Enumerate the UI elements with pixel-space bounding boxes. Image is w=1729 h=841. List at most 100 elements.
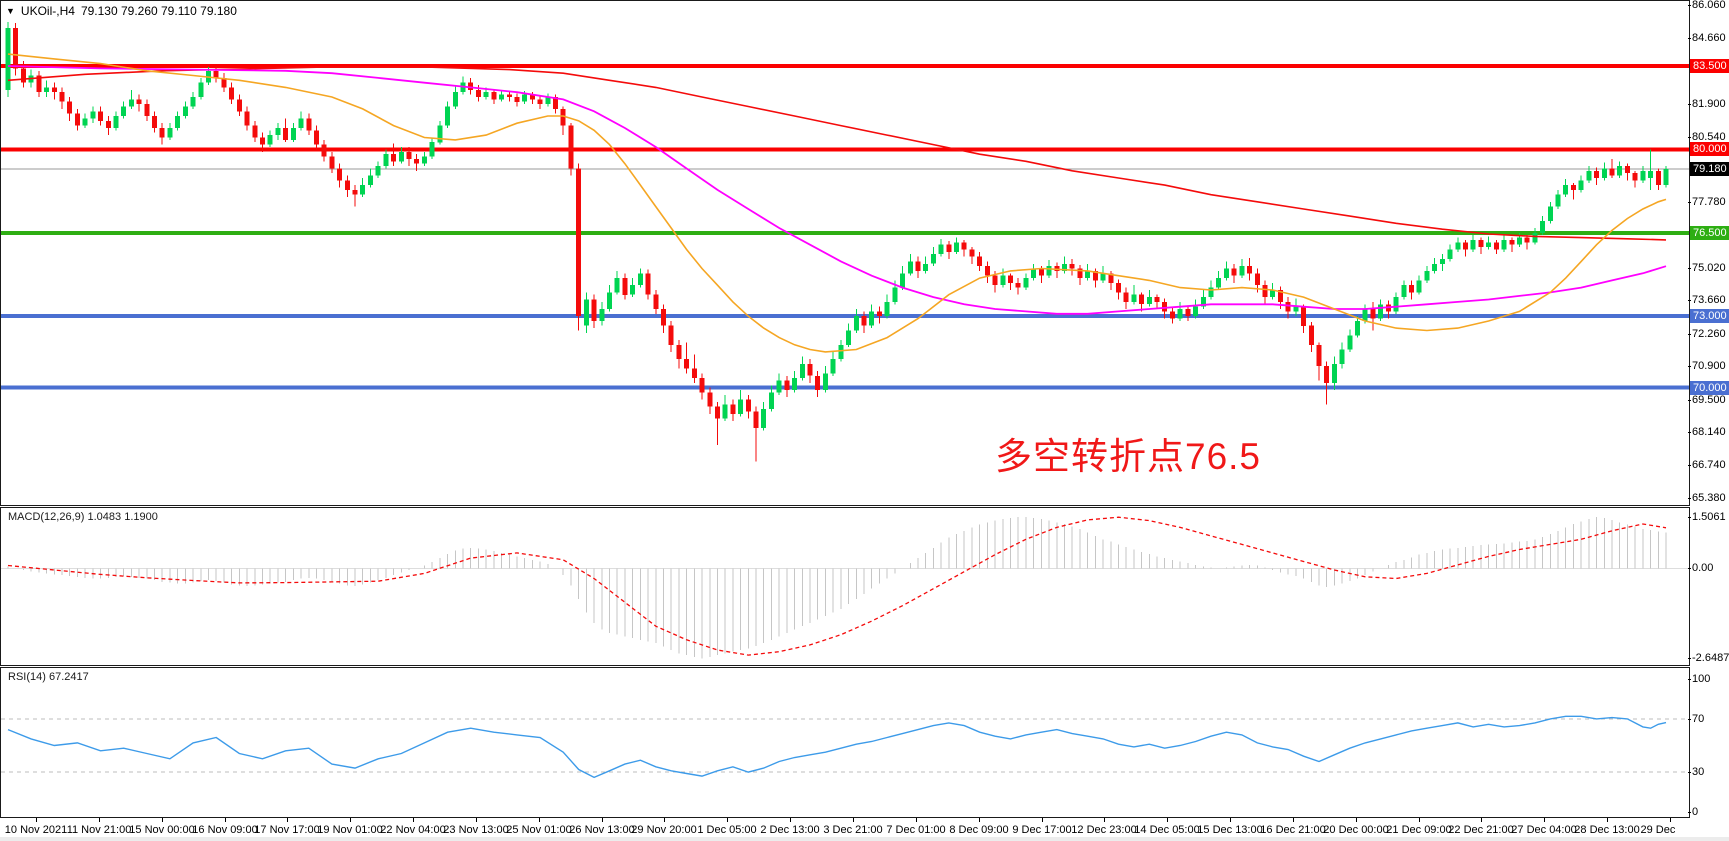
macd-label: MACD(12,26,9) xyxy=(8,511,85,523)
rsi-tick-0: 0 xyxy=(1687,806,1699,818)
time-tick-label: 23 Nov 13:00 xyxy=(443,824,509,836)
time-tick-label: 1 Dec 05:00 xyxy=(697,824,757,836)
price-tick-81.900: 81.900 xyxy=(1688,98,1726,110)
rsi-value: 67.2417 xyxy=(48,671,89,683)
ma-red-line xyxy=(7,66,1667,241)
time-tick-label: 16 Nov 09:00 xyxy=(192,824,258,836)
time-tick-label: 10 Nov 2021 xyxy=(4,824,68,836)
rsi-tick-70: 70 xyxy=(1687,713,1705,725)
time-tick-mark xyxy=(476,818,477,822)
macd-value-main: 1.0483 xyxy=(87,511,122,523)
time-tick-label: 7 Dec 01:00 xyxy=(886,824,946,836)
price-axis[interactable]: 86.060 84.660 81.900 80.540 77.780 75.020 73.6… xyxy=(1687,0,1729,818)
price-tick-66.740: 66.740 xyxy=(1688,459,1726,471)
time-axis[interactable]: 10 Nov 2021 11 Nov 21:00 15 Nov 00:00 16 No… xyxy=(0,818,1729,841)
time-tick-label: 3 Dec 21:00 xyxy=(823,824,883,836)
time-tick-mark xyxy=(287,818,288,822)
time-tick-label: 29 Nov 20:00 xyxy=(631,824,697,836)
price-badge-73.000: 73.000 xyxy=(1690,309,1729,323)
ma-magenta-line xyxy=(7,65,1667,315)
time-tick-mark xyxy=(790,818,791,822)
price-badge-70.000: 70.000 xyxy=(1690,381,1729,395)
annotation-text[interactable]: 多空转折点76.5 xyxy=(995,436,1262,477)
time-tick-label: 11 Nov 21:00 xyxy=(66,824,132,836)
time-tick-label: 12 Dec 23:00 xyxy=(1071,824,1137,836)
time-tick-mark xyxy=(36,818,37,822)
bottom-strip xyxy=(0,837,1729,841)
chart-title: ▼ UKOil-,H4 79.130 79.260 79.110 79.180 xyxy=(6,4,237,18)
time-tick-mark xyxy=(99,818,100,822)
main-panel-frame xyxy=(0,0,1690,506)
price-tick-77.780: 77.780 xyxy=(1688,196,1726,208)
price-tick-72.260: 72.260 xyxy=(1688,328,1726,340)
macd-tick--2.6487: -2.6487 xyxy=(1687,652,1729,664)
rsi-tick-100: 100 xyxy=(1687,673,1711,685)
time-tick-label: 22 Nov 04:00 xyxy=(380,824,446,836)
time-tick-label: 28 Dec 13:00 xyxy=(1574,824,1640,836)
time-tick-label: 14 Dec 05:00 xyxy=(1134,824,1200,836)
price-tick-84.660: 84.660 xyxy=(1688,32,1726,44)
rsi-indicator-label: RSI(14) 67.2417 xyxy=(8,671,89,683)
time-tick-mark xyxy=(1042,818,1043,822)
price-tick-65.380: 65.380 xyxy=(1688,492,1726,504)
chart-canvas[interactable] xyxy=(0,0,1690,818)
chart-title-symbol: UKOil-,H4 xyxy=(20,4,75,18)
ma-orange-line xyxy=(7,53,1667,353)
macd-histogram xyxy=(7,517,1667,659)
time-tick-mark xyxy=(413,818,414,822)
time-tick-mark xyxy=(225,818,226,822)
time-tick-label: 15 Nov 00:00 xyxy=(129,824,195,836)
time-tick-mark xyxy=(602,818,603,822)
price-tick-86.060: 86.060 xyxy=(1688,0,1726,11)
time-tick-label: 26 Nov 13:00 xyxy=(569,824,635,836)
time-tick-mark xyxy=(1419,818,1420,822)
price-tick-73.660: 73.660 xyxy=(1688,294,1726,306)
price-tick-68.140: 68.140 xyxy=(1688,426,1726,438)
time-tick-label: 22 Dec 21:00 xyxy=(1448,824,1514,836)
time-tick-mark xyxy=(727,818,728,822)
price-tick-75.020: 75.020 xyxy=(1688,262,1726,274)
macd-tick-0.00: 0.00 xyxy=(1687,562,1714,574)
time-tick-label: 15 Dec 13:00 xyxy=(1197,824,1263,836)
rsi-label: RSI(14) xyxy=(8,671,46,683)
price-tick-69.500: 69.500 xyxy=(1688,394,1726,406)
time-tick-label: 17 Nov 17:00 xyxy=(254,824,320,836)
time-tick-mark xyxy=(539,818,540,822)
price-badge-80.000: 80.000 xyxy=(1690,142,1729,156)
time-tick-mark xyxy=(162,818,163,822)
price-tick-70.900: 70.900 xyxy=(1688,360,1726,372)
macd-panel-frame xyxy=(0,507,1690,666)
time-tick-mark xyxy=(1167,818,1168,822)
macd-indicator-label: MACD(12,26,9) 1.0483 1.1900 xyxy=(8,511,158,523)
time-tick-label: 19 Nov 01:00 xyxy=(317,824,383,836)
time-tick-label: 8 Dec 09:00 xyxy=(949,824,1009,836)
time-tick-label: 21 Dec 09:00 xyxy=(1386,824,1452,836)
time-tick-mark xyxy=(664,818,665,822)
time-tick-mark xyxy=(1293,818,1294,822)
macd-value-signal: 1.1900 xyxy=(124,511,158,523)
price-tick-80.540: 80.540 xyxy=(1688,131,1726,143)
rsi-panel-frame xyxy=(0,667,1690,818)
rsi-tick-30: 30 xyxy=(1687,766,1705,778)
macd-signal-line xyxy=(7,516,1667,656)
symbol-dropdown-icon[interactable]: ▼ xyxy=(6,6,15,16)
time-tick-mark xyxy=(1670,818,1671,822)
candles-layer xyxy=(5,21,1669,462)
time-tick-label: 20 Dec 00:00 xyxy=(1323,824,1389,836)
time-tick-label: 2 Dec 13:00 xyxy=(760,824,820,836)
price-badge-83.500: 83.500 xyxy=(1690,59,1729,73)
time-tick-mark xyxy=(350,818,351,822)
time-tick-mark xyxy=(1481,818,1482,822)
time-tick-mark xyxy=(1607,818,1608,822)
time-tick-mark xyxy=(979,818,980,822)
time-tick-label: 16 Dec 21:00 xyxy=(1260,824,1326,836)
time-tick-mark xyxy=(853,818,854,822)
time-tick-mark xyxy=(1356,818,1357,822)
macd-tick-1.5061: 1.5061 xyxy=(1688,511,1726,523)
time-tick-mark xyxy=(916,818,917,822)
rsi-line xyxy=(7,715,1667,779)
time-tick-label: 9 Dec 17:00 xyxy=(1012,824,1072,836)
time-tick-label: 25 Nov 01:00 xyxy=(506,824,572,836)
price-badge-76.500: 76.500 xyxy=(1690,226,1729,240)
